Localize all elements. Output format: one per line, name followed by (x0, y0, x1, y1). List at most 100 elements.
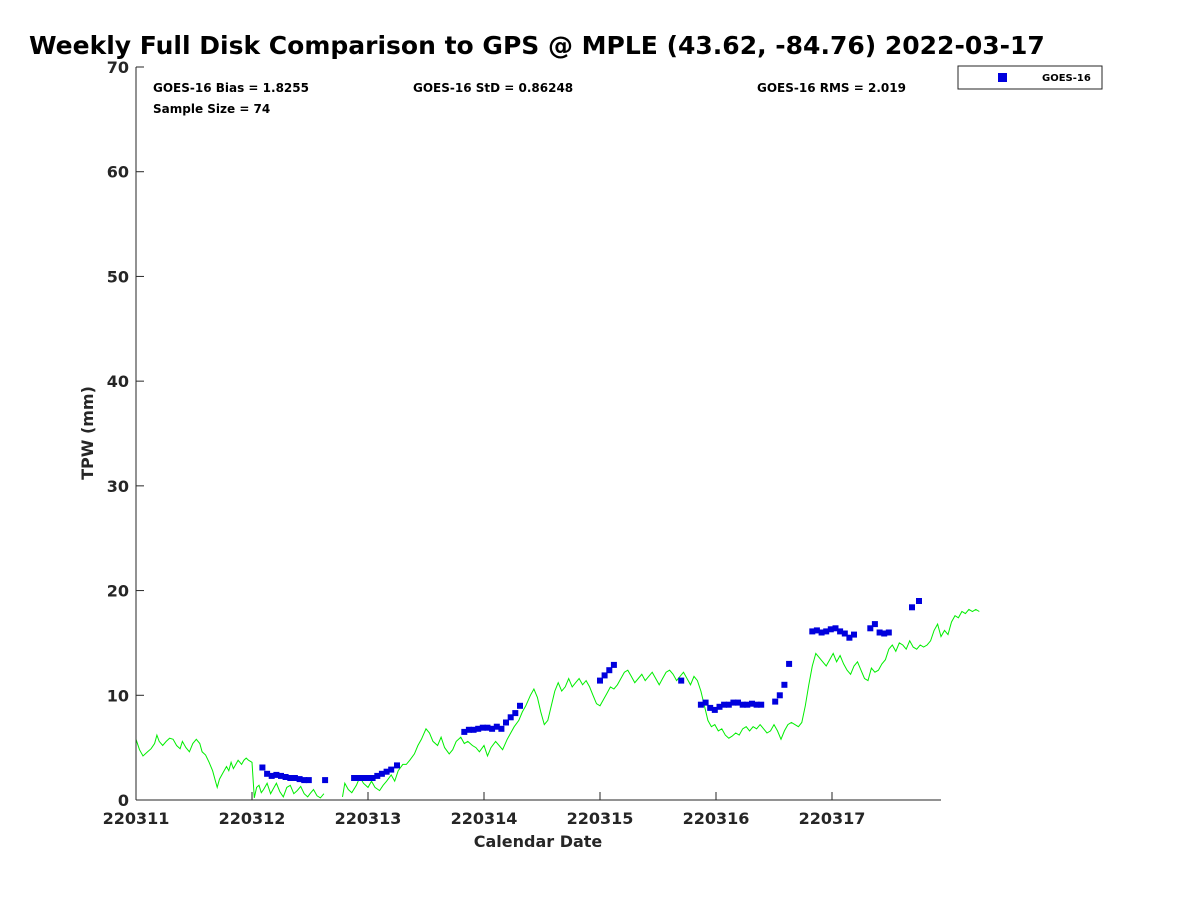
y-tick-label: 60 (107, 163, 129, 182)
x-tick-label: 220315 (567, 809, 634, 828)
chart-title: Weekly Full Disk Comparison to GPS @ MPL… (29, 31, 1045, 60)
goes-series (259, 598, 922, 784)
goes16-point (394, 762, 400, 769)
x-tick-label: 220314 (451, 809, 518, 828)
goes16-point (725, 701, 732, 708)
goes16-point (301, 777, 308, 784)
goes16-point (678, 677, 685, 684)
x-tick-label: 220312 (219, 809, 286, 828)
x-axis-label: Calendar Date (474, 832, 603, 851)
x-axis-ticks: 220311 220312 220313 220314 220315 220316 2203… (103, 792, 866, 828)
goes16-point (610, 661, 617, 668)
goes16-point (517, 702, 523, 709)
legend-box (957, 65, 1103, 90)
goes16-point (378, 770, 385, 777)
y-axis-label: TPW (mm) (78, 386, 97, 480)
goes16-point (867, 625, 874, 632)
goes16-point (823, 628, 830, 635)
goes16-point (749, 700, 755, 707)
goes16-point (909, 604, 915, 611)
goes16-point (846, 634, 853, 641)
plot-area (136, 67, 941, 800)
goes16-point (498, 725, 505, 732)
goes16-point (461, 728, 468, 735)
bias-stat: GOES-16 Bias = 1.8255 (153, 81, 309, 95)
y-tick-label: 0 (118, 791, 129, 810)
goes16-point (818, 629, 825, 636)
x-tick-label: 220311 (103, 809, 170, 828)
goes16-point (296, 776, 303, 783)
y-tick-label: 40 (107, 372, 129, 391)
y-tick-label: 30 (107, 477, 129, 496)
y-tick-label: 70 (107, 58, 129, 77)
goes16-point (730, 699, 737, 706)
goes16-point (753, 701, 760, 708)
goes16-point (355, 775, 362, 781)
goes16-point (772, 698, 779, 705)
rms-stat: GOES-16 RMS = 2.019 (757, 81, 906, 95)
goes16-point (827, 626, 834, 633)
goes16-point (388, 766, 395, 773)
goes16-point (287, 775, 294, 781)
goes16-point (268, 772, 275, 779)
goes16-point (885, 629, 892, 636)
goes16-point (351, 775, 358, 781)
goes16-point (282, 774, 289, 780)
goes16-point (365, 775, 371, 781)
goes16-point (781, 681, 788, 688)
goes16-point (711, 706, 718, 713)
goes16-point (881, 630, 888, 637)
goes16-point (606, 667, 613, 674)
goes16-point (716, 703, 723, 710)
goes16-point (721, 701, 728, 708)
gps-line-segment (135, 733, 325, 799)
goes16-point (871, 621, 878, 628)
goes16-point (735, 699, 741, 706)
goes16-point (776, 692, 783, 699)
goes16-point (259, 764, 266, 771)
gps-series (135, 608, 980, 799)
std-stat: GOES-16 StD = 0.86248 (413, 81, 573, 95)
goes16-point (470, 726, 477, 733)
legend-marker-goes16 (998, 73, 1007, 82)
goes16-point (786, 660, 793, 667)
goes16-point (832, 625, 839, 632)
goes16-point (479, 724, 486, 731)
goes16-point (507, 714, 514, 721)
goes16-point (876, 629, 883, 636)
goes16-point (512, 710, 519, 717)
gps-line-segment (342, 608, 980, 797)
goes16-point (601, 672, 608, 679)
y-tick-label: 10 (107, 686, 129, 705)
legend: GOES-16 (957, 65, 1103, 90)
goes16-point (809, 628, 816, 635)
goes16-point (851, 631, 857, 638)
goes16-point (503, 719, 509, 726)
goes16-point (697, 701, 704, 708)
sample-size-stat: Sample Size = 74 (153, 102, 270, 116)
goes16-point (291, 775, 298, 781)
goes16-point (273, 771, 280, 778)
goes16-point (841, 630, 848, 637)
x-tick-label: 220313 (335, 809, 402, 828)
goes16-point (813, 627, 820, 634)
goes16-point (475, 725, 482, 732)
goes16-point (739, 701, 746, 708)
goes16-point (322, 777, 329, 784)
goes16-point (278, 772, 284, 779)
goes16-point (360, 775, 367, 781)
x-tick-label: 220317 (799, 809, 866, 828)
goes16-point (493, 723, 500, 730)
goes16-point (484, 724, 491, 731)
goes16-point (707, 704, 714, 711)
goes16-point (369, 775, 376, 781)
legend-label-goes16: GOES-16 (1042, 73, 1091, 84)
goes16-point (383, 768, 390, 775)
goes16-point (264, 770, 271, 777)
goes16-point (744, 701, 751, 708)
goes16-point (916, 598, 922, 604)
goes16-point (465, 726, 472, 733)
goes16-point (702, 699, 709, 706)
y-axis-ticks: 0 10 20 30 40 50 60 70 (107, 58, 144, 810)
